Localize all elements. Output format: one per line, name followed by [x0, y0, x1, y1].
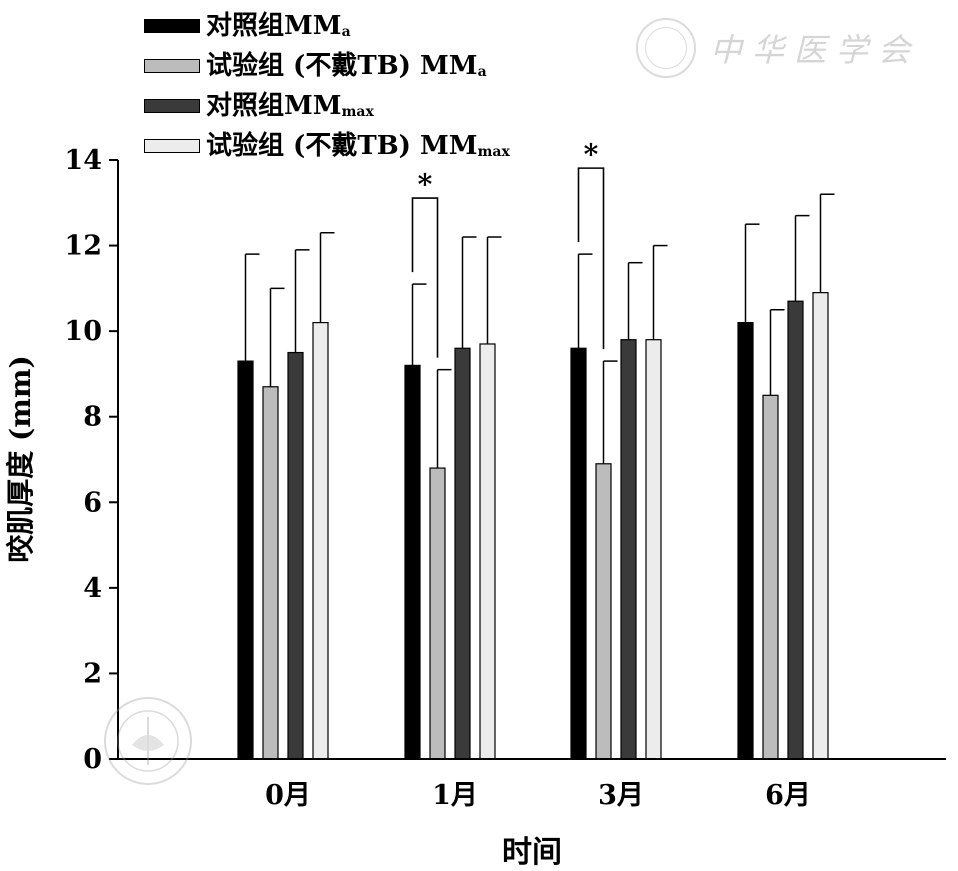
bar-s4-6月	[812, 292, 829, 760]
legend-label: 对照组MMmax	[206, 91, 374, 121]
x-tick-label: 0月	[265, 780, 311, 811]
legend-label-subscript: a	[341, 24, 351, 40]
bar-s3-3月	[620, 339, 637, 760]
legend-label-subscript: max	[341, 104, 374, 120]
legend-item-3: 对照组MMmax	[144, 86, 510, 126]
legend-label-subscript: a	[477, 64, 487, 80]
x-tick-label: 1月	[432, 780, 478, 811]
bar-s1-6月	[737, 321, 754, 760]
y-axis-title: 咬肌厚度 (mm)	[4, 355, 37, 563]
bar-s4-3月	[645, 339, 662, 760]
legend: 对照组MMa 试验组 (不戴TB) MMa 对照组MMmax 试验组 (不戴TB) M…	[144, 6, 510, 166]
significance-marker-1月: *	[418, 168, 433, 201]
bar-s2-6月	[762, 394, 779, 760]
bar-s3-1月	[454, 347, 471, 760]
bar-s2-3月	[595, 463, 612, 760]
bar-s2-0月	[262, 386, 279, 760]
legend-item-4: 试验组 (不戴TB) MMmax	[144, 126, 510, 166]
x-tick-label: 3月	[598, 780, 644, 811]
y-tick-label: 14	[64, 145, 102, 176]
significance-marker-3月: *	[584, 138, 599, 171]
legend-label: 试验组 (不戴TB) MMa	[206, 51, 487, 81]
legend-label: 对照组MMa	[206, 11, 351, 41]
y-tick-label: 4	[83, 573, 102, 604]
watermark-text: 中华医学会	[710, 31, 921, 69]
significance-bracket-1月	[411, 197, 439, 358]
bar-s3-0月	[287, 351, 304, 760]
legend-item-1: 对照组MMa	[144, 6, 510, 46]
bar-s2-1月	[429, 467, 446, 760]
y-tick-label: 12	[64, 231, 102, 262]
legend-label: 试验组 (不戴TB) MMmax	[206, 131, 510, 161]
legend-item-2: 试验组 (不戴TB) MMa	[144, 46, 510, 86]
y-tick-label: 6	[83, 487, 102, 518]
bars-layer	[237, 193, 835, 760]
society-seal-icon	[636, 18, 696, 78]
bar-s1-3月	[570, 347, 587, 760]
x-axis-title: 时间	[502, 835, 562, 870]
bar-s1-0月	[237, 360, 254, 760]
y-tick-label: 2	[83, 658, 102, 689]
legend-swatch	[144, 59, 200, 73]
y-tick-label: 10	[64, 316, 102, 347]
legend-swatch	[144, 99, 200, 113]
legend-swatch	[144, 19, 200, 33]
y-tick-label: 0	[83, 744, 102, 775]
bar-s4-1月	[479, 343, 496, 760]
bar-s1-1月	[404, 364, 421, 760]
legend-label-subscript: max	[477, 144, 510, 160]
y-tick-label: 8	[83, 402, 102, 433]
bar-s4-0月	[312, 321, 329, 760]
bar-s3-6月	[787, 300, 804, 760]
significance-bracket-3月	[577, 167, 605, 350]
labels-layer: **	[411, 138, 605, 358]
legend-swatch	[144, 139, 200, 153]
x-tick-label: 6月	[765, 780, 811, 811]
watermark: 中华医学会	[636, 18, 920, 78]
society-seal-icon	[104, 697, 192, 785]
